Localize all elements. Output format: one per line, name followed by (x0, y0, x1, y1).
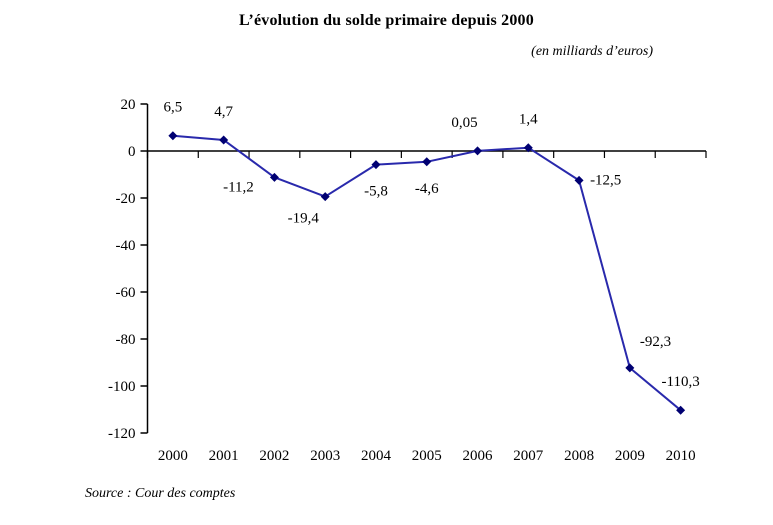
data-point-marker (625, 363, 635, 373)
y-tick-label: -40 (116, 238, 136, 254)
data-label: -11,2 (223, 179, 254, 195)
x-tick-label: 2000 (158, 448, 188, 464)
x-tick-label: 2003 (310, 448, 340, 464)
data-label: 0,05 (451, 115, 477, 131)
x-tick-label: 2002 (259, 448, 289, 464)
x-tick-label: 2007 (513, 448, 544, 464)
y-tick-label: -80 (116, 332, 136, 348)
data-label: -92,3 (640, 334, 671, 350)
data-point-marker (168, 131, 178, 141)
data-point-marker (422, 157, 432, 167)
data-label: 1,4 (519, 112, 538, 128)
chart-subtitle: (en milliards d’euros) (531, 44, 653, 59)
data-label: -12,5 (590, 172, 621, 188)
data-label: 6,5 (164, 100, 183, 116)
x-tick-label: 2008 (564, 448, 594, 464)
data-label: -19,4 (288, 211, 320, 227)
y-tick-label: -100 (108, 379, 136, 395)
x-tick-label: 2010 (666, 448, 696, 464)
data-point-marker (523, 143, 533, 153)
data-label: -110,3 (662, 374, 700, 390)
x-tick-label: 2004 (361, 448, 392, 464)
x-tick-label: 2005 (412, 448, 442, 464)
x-tick-label: 2006 (463, 448, 494, 464)
y-tick-label: -60 (116, 285, 136, 301)
data-point-marker (219, 135, 229, 145)
data-point-marker (473, 146, 483, 156)
data-point-marker (574, 175, 584, 185)
source-note: Source : Cour des comptes (85, 486, 236, 501)
data-point-marker (371, 160, 381, 170)
x-tick-label: 2001 (209, 448, 239, 464)
data-point-marker (676, 405, 686, 415)
x-tick-label: 2009 (615, 448, 645, 464)
data-point-marker (320, 192, 330, 202)
data-label: 4,7 (214, 104, 233, 120)
chart-title: L’évolution du solde primaire depuis 200… (239, 12, 534, 29)
data-label: -5,8 (364, 184, 388, 200)
data-point-marker (269, 172, 279, 182)
data-label: -4,6 (415, 181, 439, 197)
y-tick-label: -20 (116, 191, 136, 207)
y-tick-label: 20 (121, 97, 136, 113)
y-tick-label: 0 (128, 144, 136, 160)
y-tick-label: -120 (108, 426, 136, 442)
